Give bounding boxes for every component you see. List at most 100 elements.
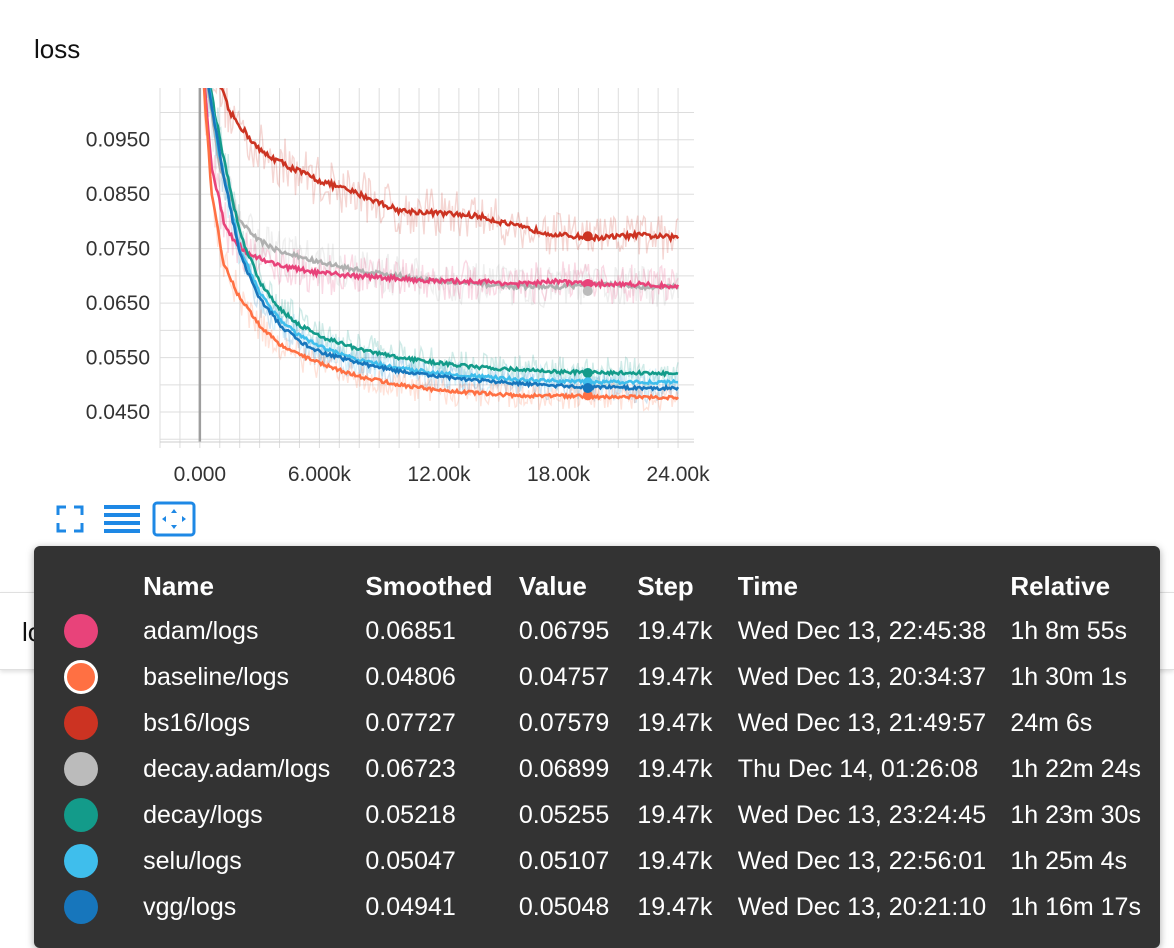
fullscreen-icon xyxy=(56,505,84,533)
series-color-cell xyxy=(54,746,143,792)
x-tick-label: 0.000 xyxy=(174,463,227,486)
hover-marker xyxy=(582,383,593,394)
cell-time: Wed Dec 13, 21:49:57 xyxy=(737,708,987,737)
toggle-log-scale-icon xyxy=(104,505,140,533)
series-color-swatch xyxy=(64,614,98,648)
hover-marker xyxy=(582,279,593,290)
series-color-cell xyxy=(54,700,143,746)
smoothed-series-layer xyxy=(202,88,680,401)
hover-markers xyxy=(582,231,593,401)
header-color xyxy=(54,564,143,608)
cell-smoothed: 0.04806 xyxy=(365,662,456,691)
cell-relative: 1h 30m 1s xyxy=(1010,662,1128,691)
series-line xyxy=(202,88,680,401)
x-tick-label: 18.00k xyxy=(527,463,591,486)
raw-series-line xyxy=(204,88,679,305)
cell-step: 19.47k xyxy=(637,846,713,875)
cell-value: 0.05107 xyxy=(518,846,610,875)
cell-step: 19.47k xyxy=(637,754,713,783)
series-color-cell xyxy=(54,654,143,700)
cell-step: 19.47k xyxy=(637,892,713,921)
chart-toolbar xyxy=(48,500,204,538)
header-relative: Relative xyxy=(1010,570,1111,601)
hover-marker xyxy=(582,231,593,242)
fit-domain-icon xyxy=(152,501,196,537)
cell-name: baseline/logs xyxy=(143,662,290,691)
cell-value: 0.05048 xyxy=(518,892,610,921)
hover-marker xyxy=(582,285,593,296)
series-color-cell xyxy=(54,884,143,930)
cell-relative: 24m 6s xyxy=(1010,708,1093,737)
cell-value: 0.06899 xyxy=(518,754,610,783)
cell-time: Wed Dec 13, 22:45:38 xyxy=(737,616,987,645)
chart-title: loss xyxy=(34,34,81,64)
axis-tick-labels: 0.0450 0.0550 0.0650 0.0750 0.0850 0.0950 0.00… xyxy=(86,129,710,486)
toggle-log-scale-button[interactable] xyxy=(100,501,144,537)
cell-step: 19.47k xyxy=(637,800,713,829)
cell-name: vgg/logs xyxy=(143,892,237,921)
tooltip-row: decay.adam/logs 0.06723 0.06899 19.47k Thu D… xyxy=(54,746,1160,792)
y-tick-label: 0.0650 xyxy=(86,292,150,315)
series-line xyxy=(207,88,680,392)
tooltip-row: selu/logs 0.05047 0.05107 19.47k Wed Dec 13,… xyxy=(54,838,1160,884)
cell-relative: 1h 25m 4s xyxy=(1010,846,1128,875)
series-color-cell xyxy=(54,838,143,884)
cell-relative: 1h 8m 55s xyxy=(1010,616,1128,645)
tooltip-row: adam/logs 0.06851 0.06795 19.47k Wed Dec 13,… xyxy=(54,608,1160,654)
series-color-swatch xyxy=(64,752,98,786)
raw-series-line xyxy=(210,88,679,260)
header-smoothed: Smoothed xyxy=(365,570,493,601)
cell-smoothed: 0.06723 xyxy=(365,754,456,783)
tooltip-header-row: Name Smoothed Value Step Time Relative xyxy=(54,564,1160,608)
header-value: Value xyxy=(518,570,587,601)
hover-marker xyxy=(582,390,593,401)
cell-name: bs16/logs xyxy=(143,708,251,737)
series-color-swatch xyxy=(64,844,98,878)
cell-name: decay.adam/logs xyxy=(143,754,331,783)
series-line xyxy=(203,88,680,290)
y-tick-label: 0.0950 xyxy=(86,129,150,152)
cell-time: Wed Dec 13, 22:56:01 xyxy=(737,846,987,875)
series-line xyxy=(208,88,679,378)
cell-value: 0.04757 xyxy=(518,662,610,691)
series-color-cell xyxy=(54,608,143,654)
x-tick-label: 24.00k xyxy=(647,463,711,486)
cell-relative: 1h 22m 24s xyxy=(1010,754,1141,783)
cell-value: 0.06795 xyxy=(518,616,610,645)
cell-smoothed: 0.04941 xyxy=(365,892,456,921)
y-tick-label: 0.0850 xyxy=(86,183,150,206)
cell-smoothed: 0.06851 xyxy=(365,616,456,645)
y-tick-label: 0.0550 xyxy=(86,347,150,370)
cell-smoothed: 0.05047 xyxy=(365,846,456,875)
y-tick-label: 0.0450 xyxy=(86,401,150,424)
cell-time: Wed Dec 13, 20:21:10 xyxy=(737,892,987,921)
cell-step: 19.47k xyxy=(637,616,713,645)
tooltip-row: baseline/logs 0.04806 0.04757 19.47k Wed Dec… xyxy=(54,654,1160,700)
series-color-swatch xyxy=(64,706,98,740)
fullscreen-button[interactable] xyxy=(48,501,92,537)
fit-domain-button[interactable] xyxy=(152,501,196,537)
y-tick-label: 0.0750 xyxy=(86,238,150,261)
x-tick-label: 6.000k xyxy=(288,463,352,486)
raw-series-line xyxy=(208,88,679,309)
cell-relative: 1h 16m 17s xyxy=(1010,892,1141,921)
header-time: Time xyxy=(737,570,799,601)
cell-name: decay/logs xyxy=(143,800,263,829)
series-color-swatch xyxy=(64,798,98,832)
cell-relative: 1h 23m 30s xyxy=(1010,800,1141,829)
cell-smoothed: 0.05218 xyxy=(365,800,456,829)
series-color-swatch xyxy=(64,890,98,924)
cell-step: 19.47k xyxy=(637,662,713,691)
tooltip-table: Name Smoothed Value Step Time Relative a… xyxy=(54,564,1160,930)
cell-value: 0.07579 xyxy=(518,708,610,737)
cell-time: Thu Dec 14, 01:26:08 xyxy=(737,754,979,783)
cell-name: selu/logs xyxy=(143,846,242,875)
cell-value: 0.05255 xyxy=(518,800,610,829)
chart-tooltip: Name Smoothed Value Step Time Relative a… xyxy=(34,546,1160,948)
series-color-cell xyxy=(54,792,143,838)
series-line xyxy=(219,88,680,244)
cell-time: Wed Dec 13, 20:34:37 xyxy=(737,662,987,691)
loss-chart[interactable]: 0.0450 0.0550 0.0650 0.0750 0.0850 0.0950 0.00… xyxy=(0,60,720,500)
hover-marker xyxy=(582,367,593,378)
x-tick-label: 12.00k xyxy=(407,463,471,486)
